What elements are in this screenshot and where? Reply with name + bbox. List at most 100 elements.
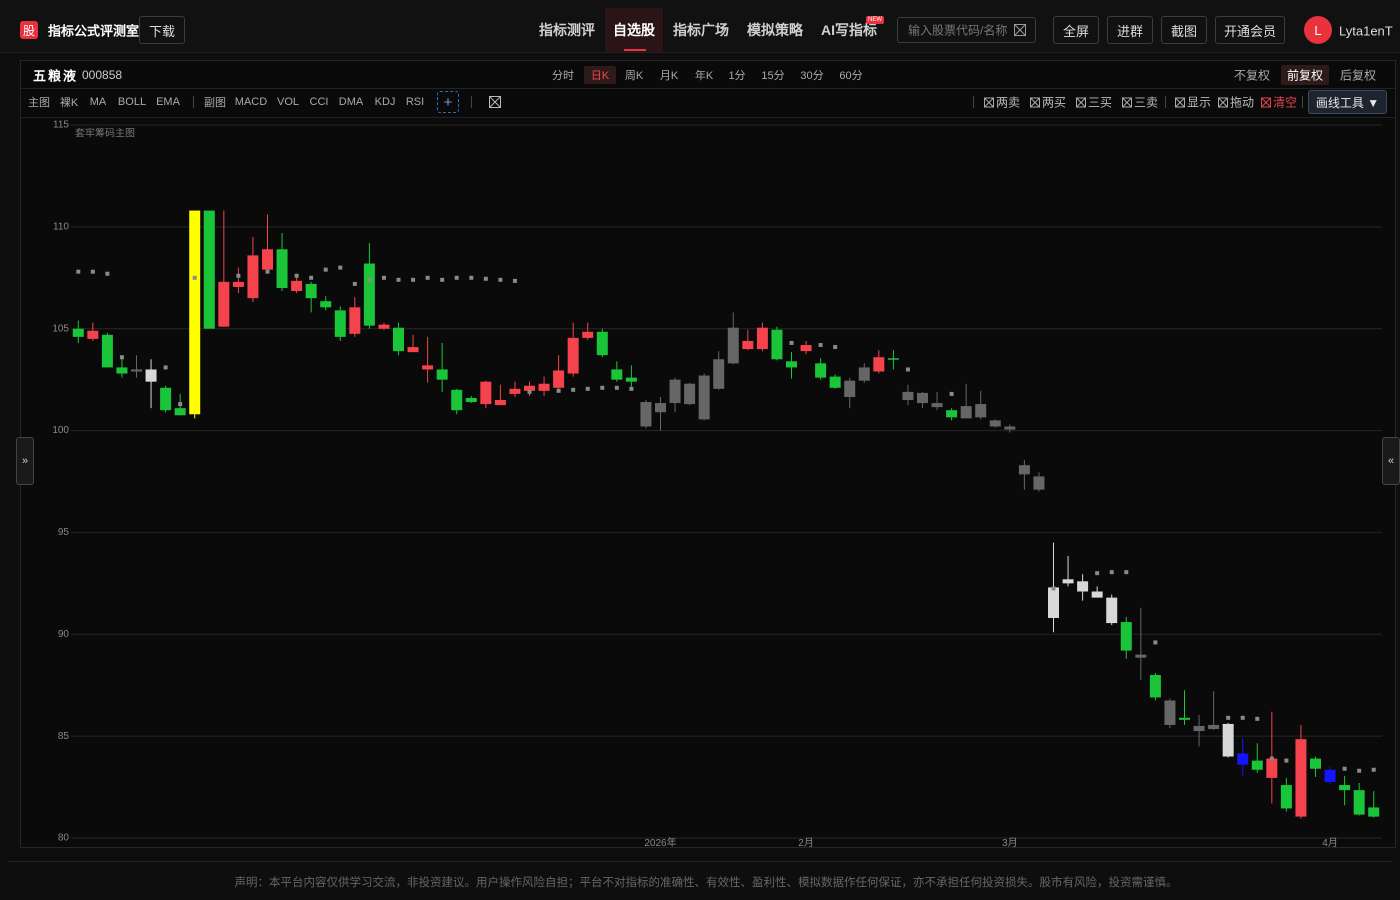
marker	[90, 269, 95, 274]
search-placeholder: 输入股票代码/名称	[908, 23, 1008, 38]
sub-indicator[interactable]: KDJ	[374, 96, 396, 108]
period[interactable]: 60分	[839, 70, 863, 82]
candle-body	[640, 402, 652, 427]
marker	[1284, 758, 1289, 763]
clear-button[interactable]: 清空	[1261, 94, 1297, 111]
adjust[interactable]: 不复权	[1233, 68, 1271, 83]
candle-body	[1149, 675, 1161, 698]
candle-body	[218, 281, 230, 327]
candle-body	[917, 392, 928, 404]
add-indicator-button[interactable]: +	[437, 91, 459, 113]
period[interactable]: 日K	[590, 70, 610, 82]
nav-item[interactable]: 指标广场	[673, 22, 729, 38]
checkbox[interactable]	[1218, 97, 1228, 107]
adjust[interactable]: 后复权	[1339, 68, 1377, 83]
y-tick-label: 90	[58, 629, 70, 640]
sub-indicator[interactable]: DMA	[338, 96, 364, 108]
username[interactable]: Lyta1enT	[1339, 23, 1393, 39]
marker	[1109, 570, 1114, 575]
period[interactable]: 周K	[624, 70, 644, 82]
nav-item[interactable]: 自选股	[613, 22, 655, 38]
toggle-icon[interactable]	[489, 96, 501, 108]
signal-toggle[interactable]: 两买	[1030, 94, 1066, 111]
marker	[512, 278, 517, 283]
marker	[265, 269, 270, 274]
adjust[interactable]: 前复权	[1286, 68, 1324, 83]
marker	[381, 275, 386, 280]
nav-item[interactable]: 指标测评	[539, 22, 595, 38]
candle-body	[1077, 581, 1089, 592]
marker	[498, 277, 503, 282]
candle-body	[1018, 465, 1030, 475]
right-panel-toggle[interactable]: «	[1382, 437, 1400, 485]
checkbox[interactable]	[984, 97, 994, 107]
candle-body	[960, 406, 972, 419]
signal-toggle[interactable]: 三买	[1076, 94, 1112, 111]
main-indicator[interactable]: EMA	[156, 96, 180, 108]
candle-body	[1208, 724, 1220, 730]
candle-body	[160, 387, 172, 411]
search-icon[interactable]	[1014, 24, 1026, 36]
period[interactable]: 月K	[659, 70, 679, 82]
main-indicator[interactable]: BOLL	[117, 96, 147, 108]
logo[interactable]: 股	[20, 21, 38, 39]
sub-indicator[interactable]: CCI	[309, 96, 329, 108]
marker	[600, 385, 605, 390]
candle-body	[262, 249, 273, 270]
candle-body	[771, 329, 783, 360]
candle-body	[1222, 723, 1234, 757]
checkbox[interactable]	[1175, 97, 1185, 107]
marker	[1255, 716, 1260, 721]
candle-body	[305, 283, 317, 299]
download-button[interactable]: 下载	[139, 16, 185, 44]
main-indicator[interactable]: MA	[89, 96, 107, 108]
sub-indicator[interactable]: VOL	[276, 96, 300, 108]
candle-body	[1135, 654, 1147, 658]
candle-body	[407, 347, 419, 353]
candle-body	[786, 361, 797, 368]
candle-body	[946, 410, 958, 418]
checkbox[interactable]	[1076, 97, 1086, 107]
signal-toggle[interactable]: 拖动	[1218, 94, 1254, 111]
nav-item[interactable]: AI写指标	[821, 22, 877, 38]
signal-toggle[interactable]: 显示	[1175, 94, 1211, 111]
candle-body	[975, 404, 987, 418]
signal-toggle[interactable]: 两卖	[984, 94, 1020, 111]
separator	[1165, 96, 1166, 108]
draw-tool-button[interactable]: 画线工具 ▼	[1308, 90, 1387, 114]
avatar[interactable]: L	[1304, 16, 1332, 44]
fullscreen-button[interactable]: 全屏	[1053, 16, 1099, 44]
signal-label: 三卖	[1134, 95, 1159, 110]
candle-body	[625, 377, 637, 382]
period[interactable]: 1分	[728, 70, 746, 82]
candle-body	[742, 340, 754, 350]
period[interactable]: 30分	[800, 70, 824, 82]
search-box[interactable]	[897, 17, 1036, 43]
screenshot-button[interactable]: 截图	[1161, 16, 1207, 44]
candle-body	[844, 380, 856, 397]
signal-label: 拖动	[1230, 95, 1255, 110]
left-panel-toggle[interactable]: »	[16, 437, 34, 485]
candle-body	[451, 389, 463, 411]
checkbox[interactable]	[1030, 97, 1040, 107]
signal-toggle[interactable]: 三卖	[1122, 94, 1158, 111]
checkbox[interactable]	[1261, 97, 1271, 107]
divider	[21, 88, 1395, 89]
period[interactable]: 分时	[552, 70, 574, 82]
candle-body	[1280, 785, 1292, 809]
sub-indicator[interactable]: RSI	[405, 96, 425, 108]
sub-indicator[interactable]: MACD	[234, 96, 268, 108]
candle-body	[567, 337, 579, 374]
candle-body	[684, 383, 696, 405]
main-indicator[interactable]: 裸K	[59, 97, 79, 109]
period[interactable]: 年K	[694, 70, 714, 82]
candle-body	[247, 255, 259, 299]
period-active-bg	[584, 66, 616, 84]
member-button[interactable]: 开通会员	[1215, 16, 1285, 44]
checkbox[interactable]	[1122, 97, 1132, 107]
candle-body	[902, 391, 914, 401]
nav-item[interactable]: 模拟策略	[747, 22, 803, 38]
group-button[interactable]: 进群	[1107, 16, 1153, 44]
y-tick-label: 110	[53, 221, 69, 232]
period[interactable]: 15分	[761, 70, 785, 82]
